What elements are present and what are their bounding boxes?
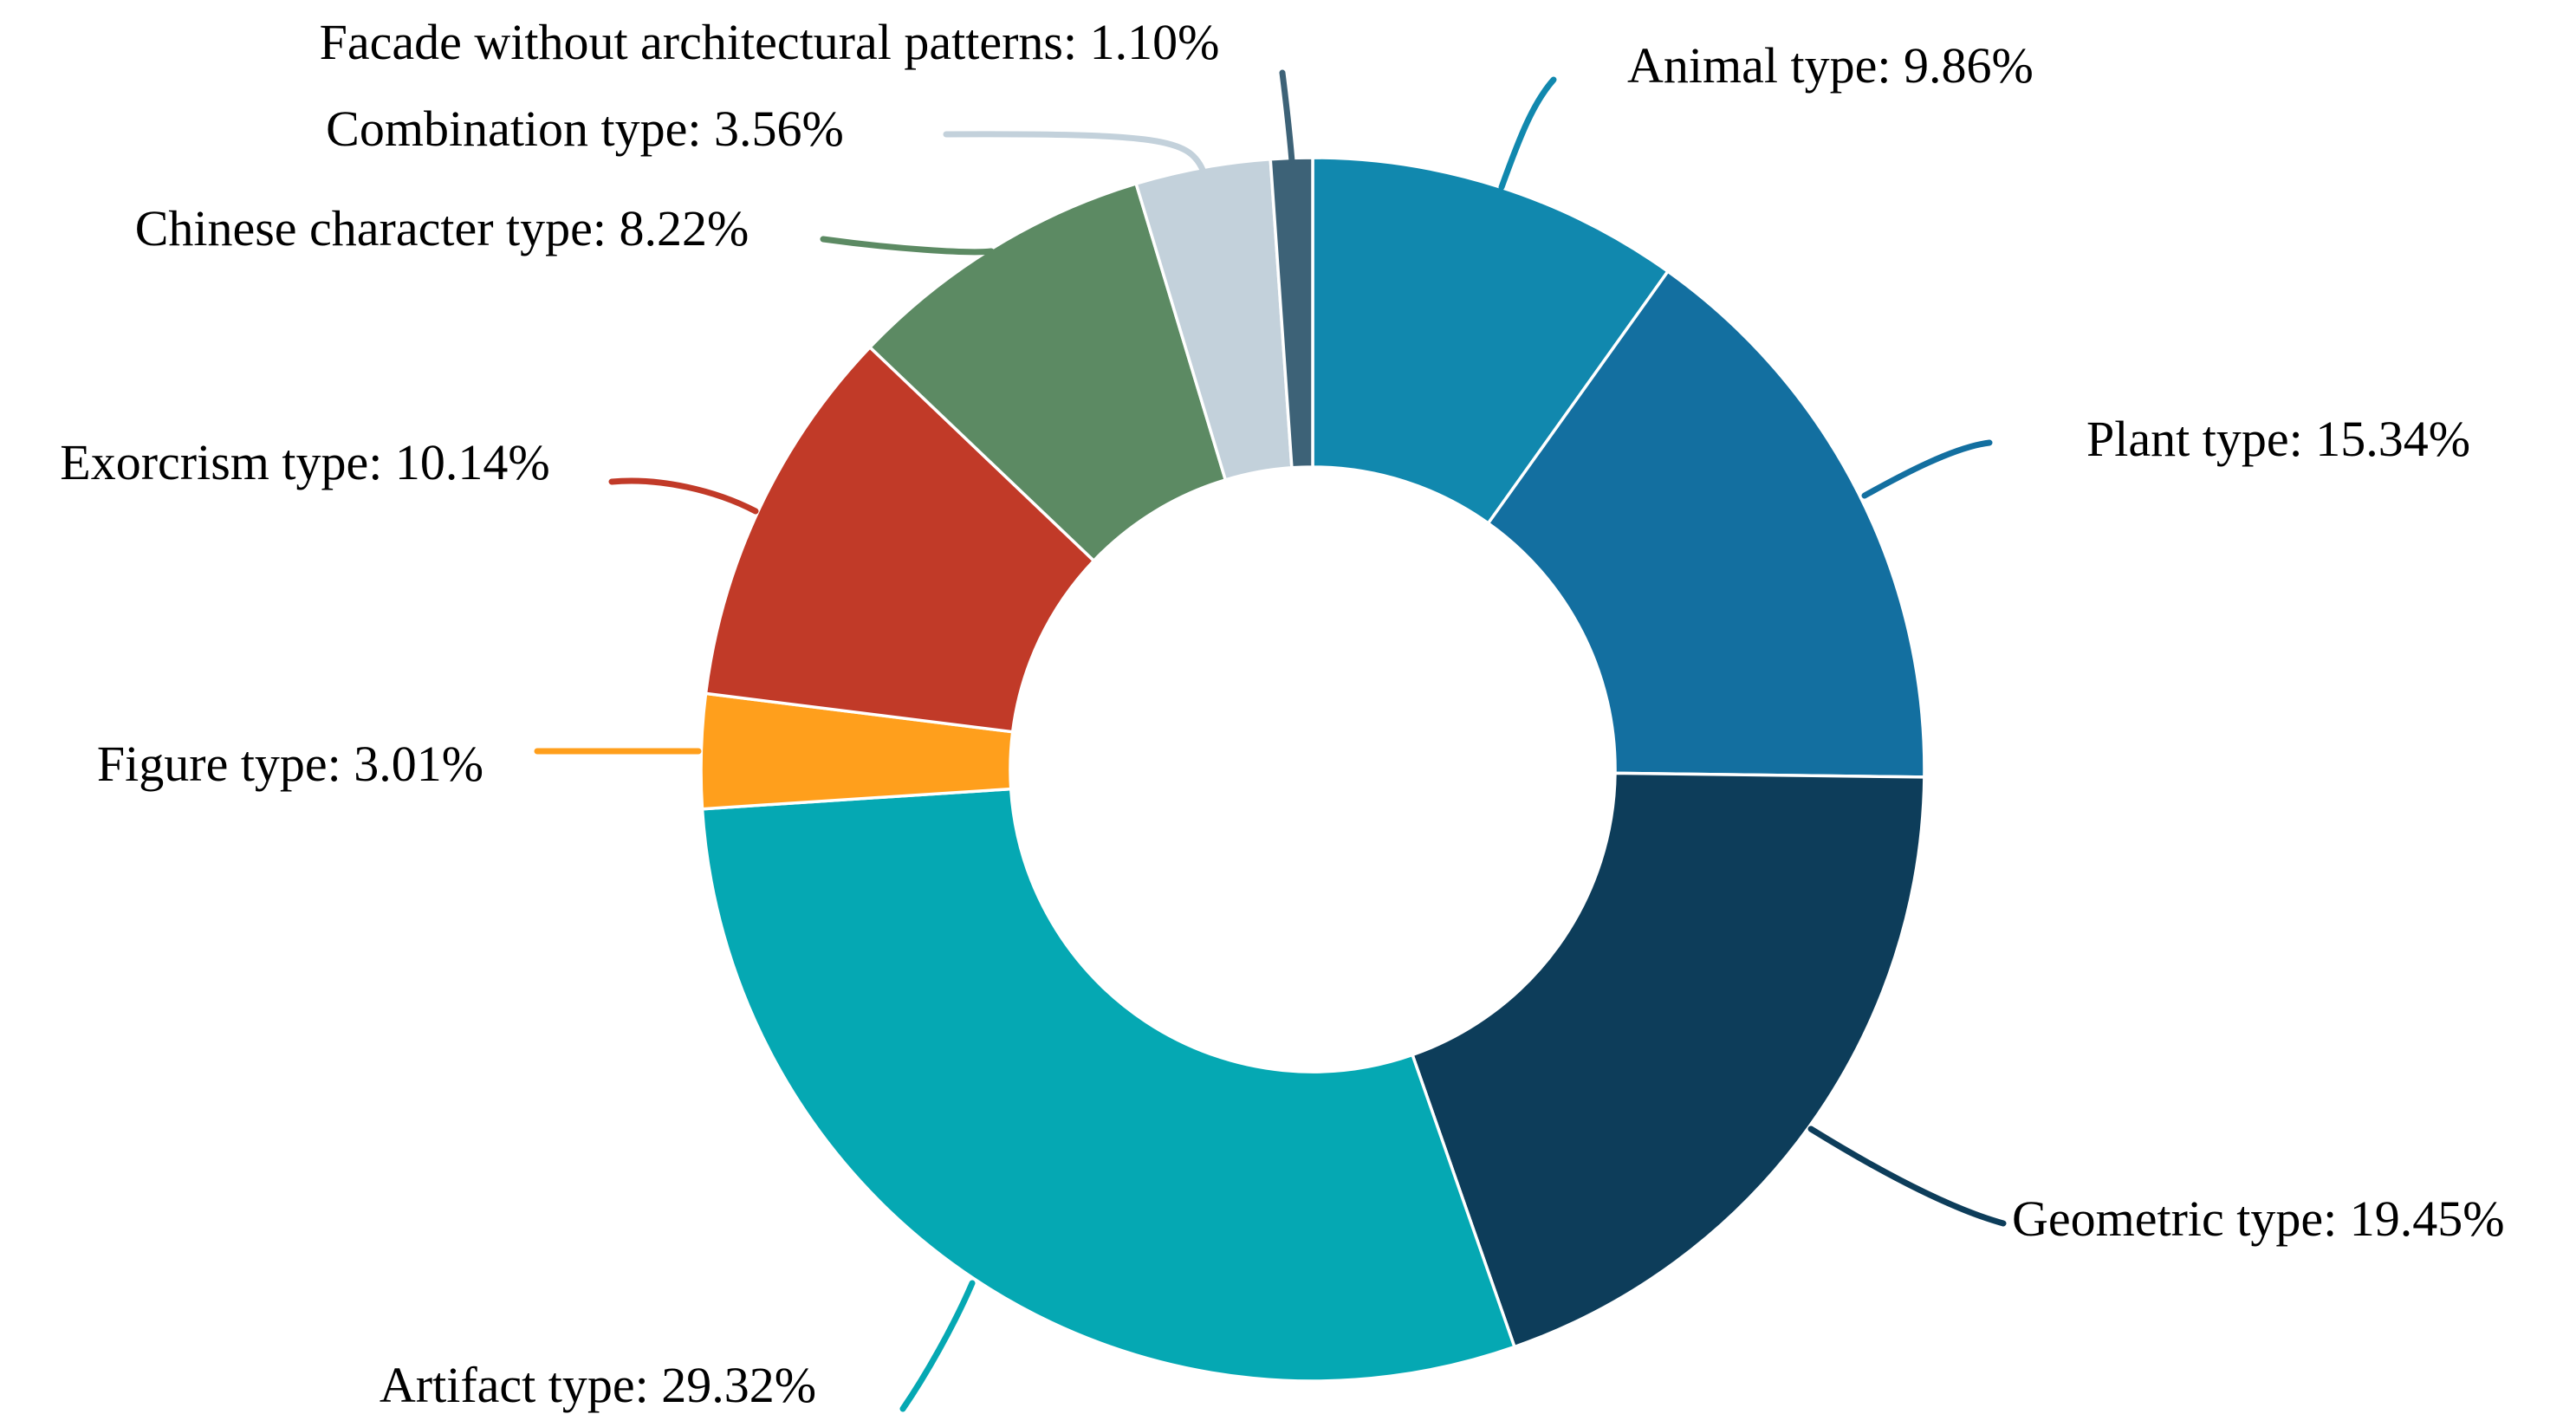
leader-line-plant-type <box>1861 439 1993 499</box>
slice-labels: Animal type: 9.86% Plant type: 15.34% Geom… <box>60 14 2504 1413</box>
donut-segment-animal-type <box>1311 156 1670 525</box>
leader-line-animal-type <box>1498 76 1557 191</box>
slice-label-facade-without-architectural-patterns: Facade without architectural patterns: 1… <box>320 14 1220 70</box>
donut-segment-plant-type <box>1486 269 1926 779</box>
slice-label-artifact-type: Artifact type: 29.32% <box>380 1357 816 1413</box>
leader-line-artifact-type <box>899 1280 976 1412</box>
leader-line-geometric-type <box>1807 1125 2007 1227</box>
slice-label-combination-type: Combination type: 3.56% <box>326 101 844 157</box>
donut-segment-artifact-type <box>700 787 1516 1383</box>
slice-label-figure-type: Figure type: 3.01% <box>97 736 483 792</box>
donut-segment-exorcrism-type <box>704 346 1096 734</box>
slice-label-geometric-type: Geometric type: 19.45% <box>2012 1190 2505 1247</box>
slice-label-plant-type: Plant type: 15.34% <box>2086 411 2470 467</box>
leader-line-chinese-character-type <box>820 236 995 256</box>
leader-line-exorcrism-type <box>608 477 759 515</box>
leader-lines <box>534 69 2007 1412</box>
slice-label-animal-type: Animal type: 9.86% <box>1627 37 2034 94</box>
donut-segment-geometric-type <box>1411 771 1926 1349</box>
slice-label-chinese-character-type: Chinese character type: 8.22% <box>135 200 749 256</box>
leader-line-combination-type <box>943 131 1206 173</box>
donut-segment-chinese-character-type <box>868 182 1228 562</box>
donut-segment-facade-without-architectural-patterns <box>1269 156 1314 470</box>
donut-segments <box>699 156 1926 1383</box>
leader-line-facade-without-architectural-patterns <box>1279 69 1295 165</box>
slice-label-exorcrism-type: Exorcrism type: 10.14% <box>60 434 549 490</box>
